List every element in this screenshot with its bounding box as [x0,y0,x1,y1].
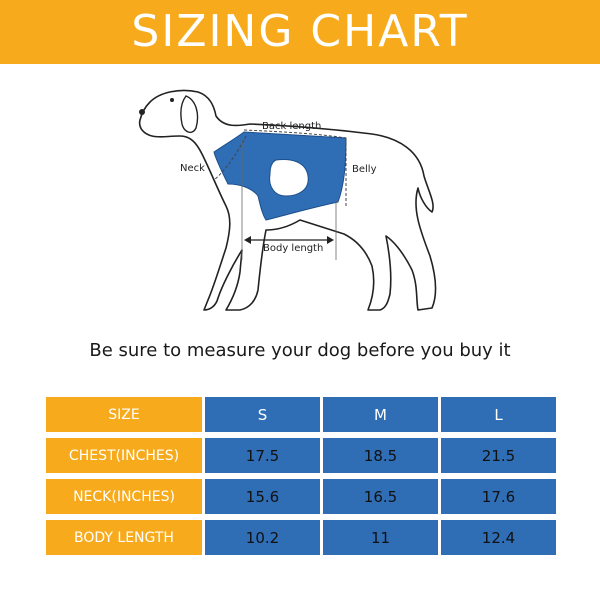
table-row-body-length: BODY LENGTH 10.2 11 12.4 [46,520,556,555]
header-cell-s: S [205,397,320,432]
vest-leg-hole [269,159,309,197]
dog-nose [139,109,145,115]
table-row-neck: NECK(INCHES) 15.6 16.5 17.6 [46,479,556,514]
body-length-arrowhead-left [244,236,251,244]
page-title: SIZING CHART [131,6,469,57]
row-label-body-length: BODY LENGTH [46,520,202,555]
dog-measurement-diagram: Back length Neck Belly Body length [0,80,600,330]
header-cell-l: L [441,397,556,432]
neck-label: Neck [180,163,205,174]
table-cell: 16.5 [323,479,438,514]
body-length-arrowhead-right [327,236,334,244]
table-cell: 18.5 [323,438,438,473]
dog-illustration [138,89,437,311]
table-cell: 21.5 [441,438,556,473]
belly-label: Belly [352,164,377,175]
size-table: SIZE S M L CHEST(INCHES) 17.5 18.5 21.5 … [43,391,559,561]
neck-line [213,135,247,181]
measure-caption: Be sure to measure your dog before you b… [89,340,511,361]
table-cell: 17.5 [205,438,320,473]
table-row-chest: CHEST(INCHES) 17.5 18.5 21.5 [46,438,556,473]
header-cell-m: M [323,397,438,432]
header-cell-size: SIZE [46,397,202,432]
table-cell: 15.6 [205,479,320,514]
table-cell: 11 [323,520,438,555]
dog-ear [180,95,199,134]
table-cell: 17.6 [441,479,556,514]
table-cell: 10.2 [205,520,320,555]
row-label-neck: NECK(INCHES) [46,479,202,514]
back-length-label: Back length [262,121,322,132]
title-banner: SIZING CHART [0,0,600,64]
row-label-chest: CHEST(INCHES) [46,438,202,473]
table-cell: 12.4 [441,520,556,555]
dog-eye [170,98,174,102]
table-header-row: SIZE S M L [46,397,556,432]
body-length-label: Body length [263,243,324,254]
